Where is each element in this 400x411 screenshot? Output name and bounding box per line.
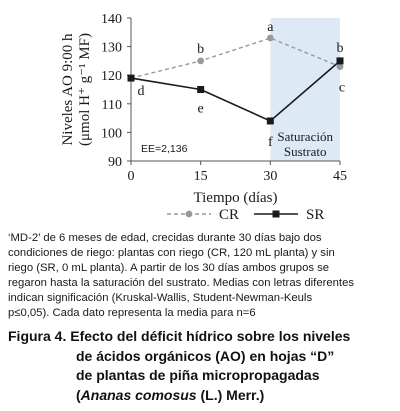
x-axis-ticks: 0 15 30 45 <box>128 161 347 184</box>
significance-letter: b <box>337 41 344 56</box>
y-tick-label: 100 <box>101 126 122 141</box>
y-tick-label: 90 <box>108 155 122 170</box>
series-line-SR <box>130 60 341 122</box>
saturation-label-line2: Sustrato <box>284 144 327 159</box>
x-axis-title: Tiempo (días) <box>193 190 277 206</box>
legend-item-CR: CR <box>167 207 239 223</box>
caption-line-3: de plantas de piña micropropagadas <box>76 367 320 383</box>
note-line: condiciones de riego: plantas con riego … <box>8 247 335 259</box>
series-SR: d e f b <box>127 41 344 150</box>
data-point-SR <box>127 74 135 82</box>
y-axis-title-line1: Niveles AO 9:00 h <box>60 33 76 146</box>
data-series: b a c d e f b <box>127 20 345 150</box>
legend-item-SR: SR <box>254 207 324 223</box>
saturation-region: Saturación Sustrato <box>270 18 340 161</box>
x-tick-label: 0 <box>128 169 135 184</box>
caption-line-4-open: ( <box>76 386 81 403</box>
note-line: p≤0,05). Cada dato representa la media p… <box>8 307 256 319</box>
y-tick-label: 130 <box>101 41 122 56</box>
x-tick-label: 45 <box>333 169 347 184</box>
caption-species-name: Ananas comosus <box>80 386 197 403</box>
y-axis-ticks: 90 100 110 120 130 140 <box>101 12 131 170</box>
significance-letter: d <box>138 84 145 99</box>
caption-line-4: (Ananas comosus (L.) Merr.) <box>8 386 394 406</box>
significance-letter: b <box>197 42 204 57</box>
figure-chart: Saturación Sustrato 90 100 110 120 130 140 0 1… <box>60 12 347 223</box>
caption-line-4-rest: (L.) Merr.) <box>196 386 265 403</box>
y-tick-label: 120 <box>101 69 122 84</box>
saturation-region-fill <box>270 18 340 161</box>
x-tick-label: 15 <box>194 169 208 184</box>
data-point-SR <box>266 117 274 125</box>
caption-line-2: de ácidos orgánicos (AO) en hojas “D” <box>76 347 335 364</box>
standard-error-annotation: EE=2,136 <box>141 143 188 155</box>
data-point-CR <box>336 63 344 71</box>
legend-swatch-marker <box>272 210 280 218</box>
note-line: ‘MD-2’ de 6 meses de edad, crecidas dura… <box>8 232 322 244</box>
saturation-label-line1: Saturación <box>277 129 333 144</box>
significance-letter: c <box>339 81 345 96</box>
significance-letter: f <box>268 135 273 150</box>
data-point-SR <box>197 86 205 93</box>
note-line: indican significación (Kruskal-Wallis, S… <box>8 292 313 304</box>
caption-line-1: Figura 4. Efecto del déficit hídrico sob… <box>8 328 351 344</box>
y-tick-label: 110 <box>102 98 122 113</box>
legend-label: SR <box>306 207 324 223</box>
significance-letter: e <box>198 102 204 117</box>
series-line-CR <box>130 37 341 79</box>
legend-label: CR <box>219 207 239 223</box>
note-line: riego (SR, 0 mL planta). A partir de los… <box>8 262 330 274</box>
legend: CR SR <box>167 207 324 223</box>
significance-letter: a <box>267 20 274 35</box>
data-point-CR <box>266 34 274 42</box>
y-axis-title-line2: (μmol H⁺ g⁻¹ MF) <box>77 33 93 146</box>
legend-swatch-marker <box>185 210 193 218</box>
x-tick-label: 30 <box>263 169 277 184</box>
data-point-CR <box>197 57 205 65</box>
data-point-SR <box>336 57 344 65</box>
figure-caption: Figura 4. Efecto del déficit hídrico sob… <box>8 327 394 405</box>
note-line: regaron hasta la saturación del sustrato… <box>8 277 355 289</box>
y-tick-label: 140 <box>101 12 122 27</box>
figure-note: ‘MD-2’ de 6 meses de edad, crecidas dura… <box>8 231 394 321</box>
